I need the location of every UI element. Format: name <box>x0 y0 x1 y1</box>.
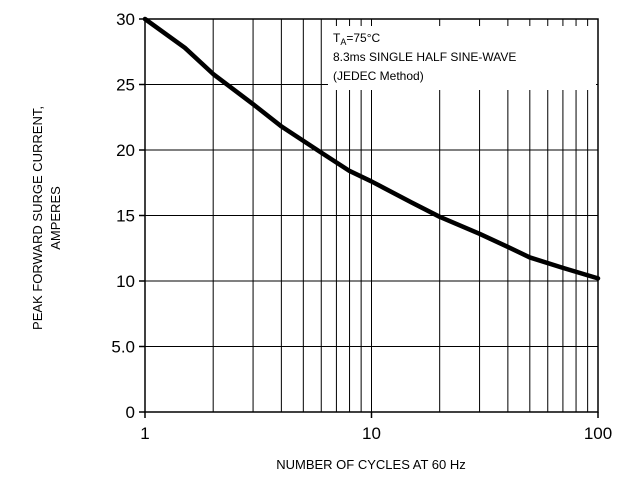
surge-current-curve <box>142 16 601 281</box>
tick-layer: 1 10 100 0 5.0 10 15 20 25 30 <box>111 10 612 443</box>
x-tick-label: 100 <box>584 424 612 443</box>
y-tick-label: 0 <box>126 403 135 422</box>
annotation-method: (JEDEC Method) <box>333 69 424 83</box>
annotation-t: T <box>333 31 341 45</box>
annotation-temperature: TA=75°C <box>333 31 381 47</box>
x-axis-title: NUMBER OF CYCLES AT 60 Hz <box>276 457 466 472</box>
y-tick-label: 10 <box>116 272 135 291</box>
y-tick-label: 5.0 <box>111 338 135 357</box>
y-tick-label: 25 <box>116 76 135 95</box>
y-tick-label: 30 <box>116 10 135 29</box>
annotation-temperature-value: =75°C <box>346 31 380 45</box>
x-tick-label: 10 <box>362 424 381 443</box>
x-tick-label: 1 <box>140 424 149 443</box>
y-axis-title-line-2: AMPERES <box>48 186 63 250</box>
y-tick-label: 15 <box>116 207 135 226</box>
annotation-background <box>328 26 596 90</box>
y-tick-label: 20 <box>116 141 135 160</box>
annotation-waveform: 8.3ms SINGLE HALF SINE-WAVE <box>333 50 516 64</box>
series-layer <box>142 16 601 281</box>
y-axis-title-line-1: PEAK FORWARD SURGE CURRENT, <box>30 106 45 330</box>
annotation-subscript-a: A <box>340 37 346 47</box>
